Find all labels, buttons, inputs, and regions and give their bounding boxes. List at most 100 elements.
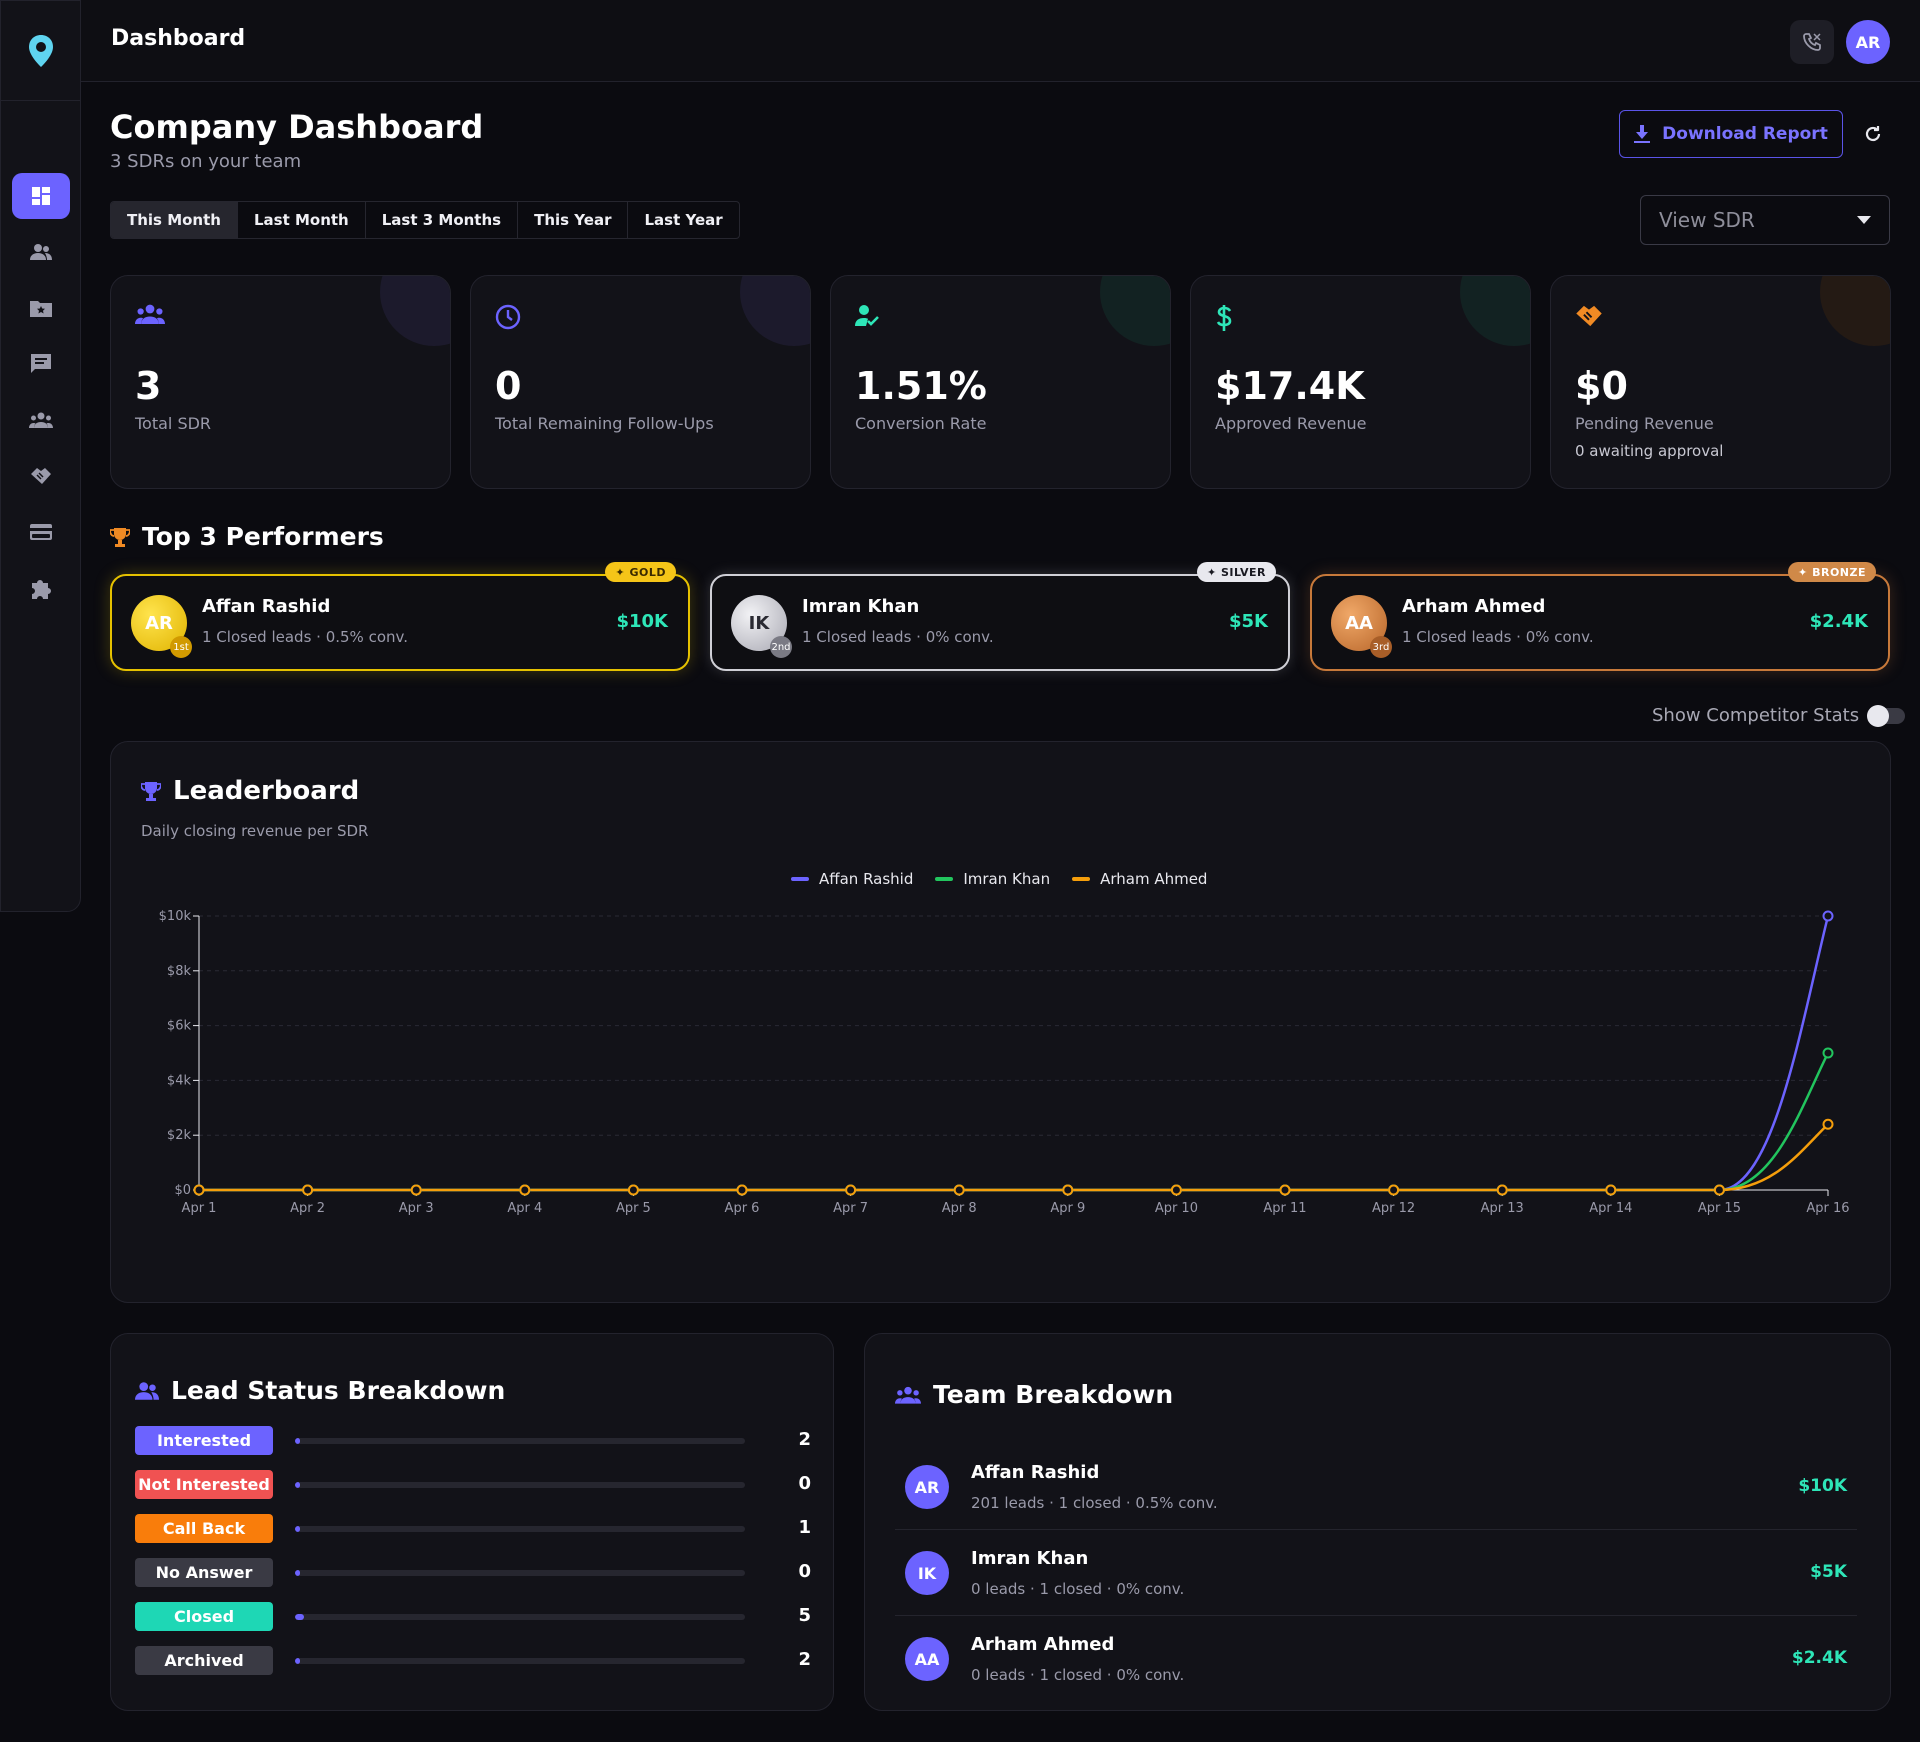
status-bar — [295, 1570, 745, 1576]
phone-button[interactable] — [1790, 20, 1834, 64]
team-row[interactable]: AA Arham Ahmed 0 leads · 1 closed · 0% c… — [895, 1616, 1857, 1702]
sidebar-item-folder-star[interactable] — [12, 285, 70, 331]
stat-card-pending-revenue: $0 Pending Revenue 0 awaiting approval — [1550, 275, 1891, 489]
sidebar-item-dashboard[interactable] — [12, 173, 70, 219]
tab-last-year[interactable]: Last Year — [644, 211, 723, 229]
performer-amount: $5K — [1229, 611, 1268, 632]
status-count: 0 — [798, 1561, 811, 1582]
performer-stats: 1 Closed leads · 0% conv. — [1402, 628, 1594, 646]
user-avatar[interactable]: AR — [1846, 20, 1890, 64]
data-point — [410, 1184, 422, 1196]
status-pill[interactable]: Call Back — [135, 1514, 273, 1543]
performer-card-2[interactable]: ✦ SILVER IK 2nd Imran Khan 1 Closed lead… — [710, 562, 1290, 671]
leaderboard-chart: $0 $2k $4k $6k $8k $10k Apr 1 Apr 2 Apr 3 Apr 4 Ap… — [159, 909, 1850, 1216]
status-row: Interested 2 — [135, 1426, 811, 1456]
team-row[interactable]: AR Affan Rashid 201 leads · 1 closed · 0… — [895, 1444, 1857, 1530]
card-decoration — [740, 276, 810, 346]
bronze-badge: ✦ BRONZE — [1788, 562, 1876, 582]
team-member-stats: 0 leads · 1 closed · 0% conv. — [971, 1580, 1185, 1598]
team-member-name: Affan Rashid — [971, 1462, 1100, 1483]
tab-last-3-months[interactable]: Last 3 Months — [366, 202, 519, 238]
dollar-icon — [1216, 305, 1232, 331]
performer-stats: 1 Closed leads · 0% conv. — [802, 628, 994, 646]
tab-this-year[interactable]: This Year — [518, 202, 629, 238]
status-pill[interactable]: Closed — [135, 1602, 273, 1631]
x-tick-label: Apr 7 — [833, 1201, 868, 1216]
card-decoration — [380, 276, 450, 346]
competitor-stats-toggle[interactable]: Show Competitor Stats — [1652, 704, 1906, 727]
puzzle-icon — [32, 580, 51, 599]
sidebar-item-integrations[interactable] — [12, 565, 70, 611]
x-tick-label: Apr 2 — [290, 1201, 325, 1216]
refresh-button[interactable] — [1860, 121, 1886, 147]
team-member-amount: $10K — [1798, 1476, 1847, 1496]
data-point — [1496, 1184, 1508, 1196]
sidebar-item-billing[interactable] — [12, 509, 70, 555]
performer-card-1[interactable]: ✦ GOLD AR 1st Affan Rashid 1 Closed lead… — [110, 562, 690, 671]
status-count: 0 — [798, 1473, 811, 1494]
team-row[interactable]: IK Imran Khan 0 leads · 1 closed · 0% co… — [895, 1530, 1857, 1616]
status-pill[interactable]: No Answer — [135, 1558, 273, 1587]
sidebar-item-deals[interactable] — [12, 453, 70, 499]
refresh-icon — [1865, 126, 1881, 142]
status-count: 2 — [798, 1649, 811, 1670]
sidebar-item-users[interactable] — [12, 229, 70, 275]
folder-star-icon — [30, 301, 52, 317]
team-member-stats: 201 leads · 1 closed · 0.5% conv. — [971, 1494, 1218, 1512]
data-point — [1822, 910, 1834, 922]
status-bar — [295, 1438, 745, 1444]
status-row: Archived 2 — [135, 1646, 811, 1676]
status-bar — [295, 1526, 745, 1532]
status-pill[interactable]: Interested — [135, 1426, 273, 1455]
status-count: 1 — [798, 1517, 811, 1538]
y-tick-label: $0 — [174, 1183, 191, 1198]
download-report-button[interactable]: Download Report — [1619, 110, 1843, 158]
performer-name: Affan Rashid — [202, 596, 331, 617]
app-logo[interactable] — [1, 1, 81, 101]
toggle-knob — [1867, 704, 1890, 727]
leaderboard-subtitle: Daily closing revenue per SDR — [141, 822, 369, 840]
toggle-switch[interactable] — [1867, 704, 1906, 727]
team-breakdown-heading: Team Breakdown — [895, 1380, 1173, 1409]
credit-card-icon — [30, 524, 52, 540]
period-tabs: This Month Last Month Last 3 Months This… — [110, 201, 740, 239]
x-tick-label: Apr 11 — [1263, 1201, 1306, 1216]
stat-label: Total SDR — [135, 414, 212, 433]
tab-this-month[interactable]: This Month — [111, 202, 238, 238]
legend-swatch — [791, 877, 809, 881]
lead-status-panel: Lead Status Breakdown Interested 2 Not Int… — [110, 1333, 834, 1711]
performers-title: Top 3 Performers — [142, 522, 384, 551]
series-line-1 — [199, 915, 1830, 1192]
legend-item[interactable]: Affan Rashid — [791, 870, 913, 888]
avatar: IK — [905, 1551, 949, 1595]
performer-name: Imran Khan — [802, 596, 920, 617]
sidebar-item-team[interactable] — [12, 397, 70, 443]
status-pill[interactable]: Archived — [135, 1646, 273, 1675]
legend-item[interactable]: Arham Ahmed — [1072, 870, 1207, 888]
status-bar-fill — [295, 1570, 300, 1576]
status-pill[interactable]: Not Interested — [135, 1470, 273, 1499]
x-tick-label: Apr 14 — [1589, 1201, 1632, 1216]
stat-value: 0 — [495, 364, 522, 408]
team-icon — [29, 412, 53, 428]
x-tick-label: Apr 10 — [1155, 1201, 1198, 1216]
view-sdr-select[interactable]: View SDR — [1640, 195, 1890, 245]
legend-swatch — [1072, 877, 1091, 881]
performer-card-3[interactable]: ✦ BRONZE AA 3rd Arham Ahmed 1 Closed lea… — [1310, 562, 1890, 671]
team-member-name: Imran Khan — [971, 1548, 1089, 1569]
sidebar-item-messages[interactable] — [12, 341, 70, 387]
team-breakdown-title: Team Breakdown — [933, 1380, 1174, 1409]
download-icon — [1634, 125, 1651, 143]
legend-item[interactable]: Imran Khan — [935, 870, 1050, 888]
team-member-name: Arham Ahmed — [971, 1634, 1115, 1655]
status-bar-fill — [295, 1438, 300, 1444]
data-point — [302, 1184, 314, 1196]
data-point — [1170, 1184, 1182, 1196]
stat-value: 1.51% — [855, 364, 987, 408]
user-check-icon — [855, 305, 879, 326]
tab-last-month[interactable]: Last Month — [238, 202, 366, 238]
leaderboard-title: Leaderboard — [173, 776, 360, 806]
avatar: AR — [905, 1465, 949, 1509]
x-tick-label: Apr 6 — [725, 1201, 760, 1216]
status-bar-fill — [295, 1658, 300, 1664]
